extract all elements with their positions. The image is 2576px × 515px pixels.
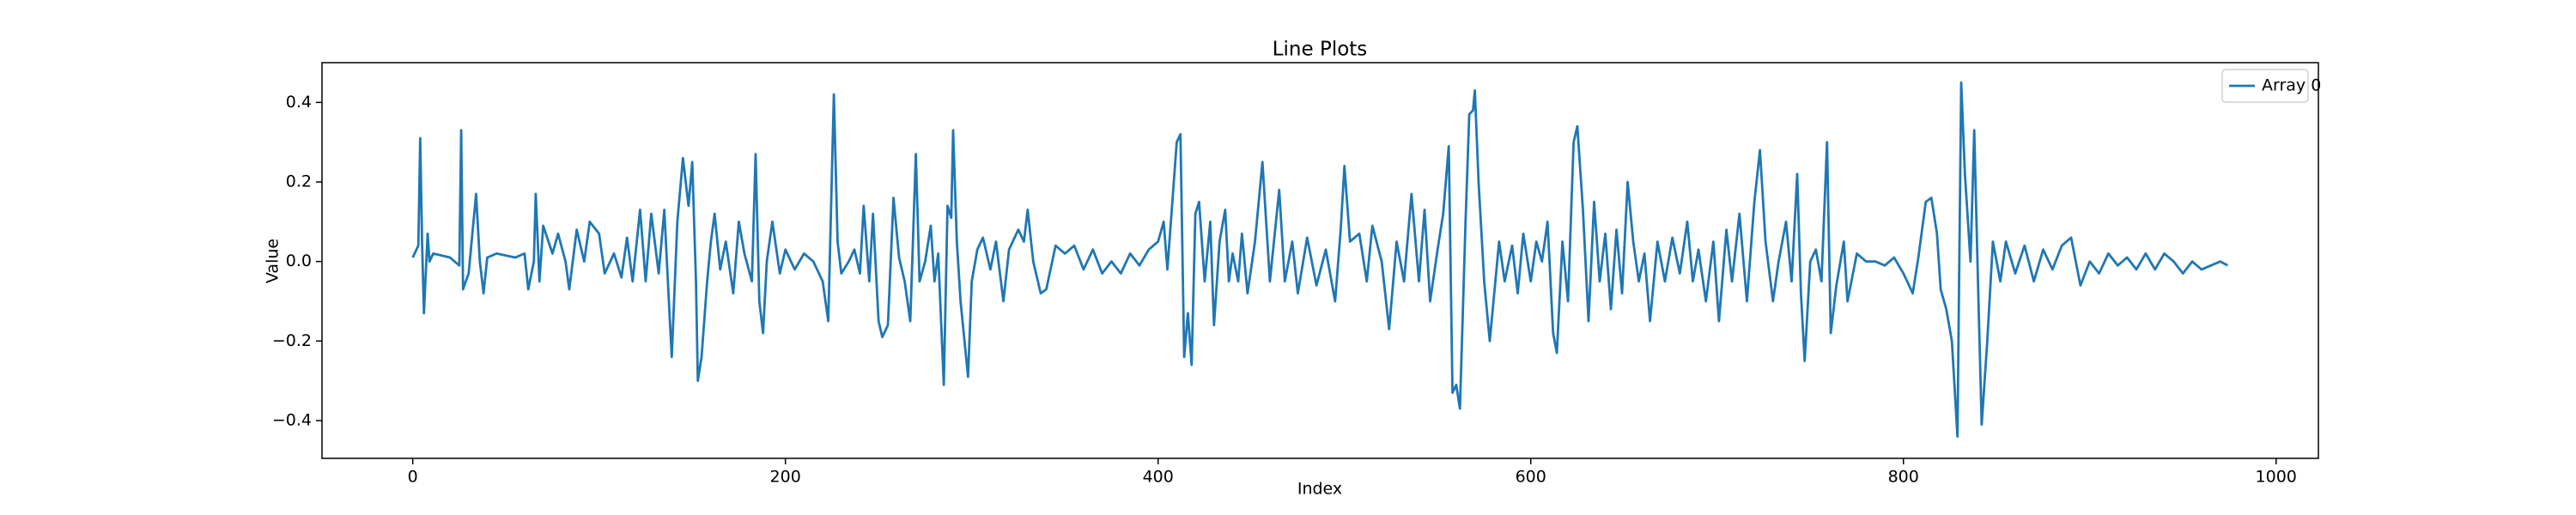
- y-tick-label: 0.4: [286, 93, 312, 112]
- x-tick-label: 1000: [2256, 468, 2297, 487]
- plot-frame: [321, 62, 2319, 459]
- x-tick-label: 400: [1143, 468, 1174, 487]
- legend-box: [2221, 69, 2309, 103]
- y-tick-label: −0.4: [272, 410, 312, 429]
- x-tick-label: 200: [770, 468, 801, 487]
- y-tick-label: 0.2: [286, 172, 312, 191]
- x-axis-label: Index: [1297, 480, 1342, 499]
- data-line: [411, 81, 2228, 438]
- legend-label: Array 0: [2262, 76, 2321, 95]
- y-tick-label: −0.2: [272, 331, 312, 350]
- chart-title: Line Plots: [1273, 39, 1368, 61]
- y-tick-label: 0.0: [286, 251, 312, 270]
- x-tick-label: 0: [408, 468, 418, 487]
- y-axis-label: Value: [264, 239, 283, 283]
- x-tick-label: 800: [1888, 468, 1919, 487]
- x-tick-label: 600: [1516, 468, 1546, 487]
